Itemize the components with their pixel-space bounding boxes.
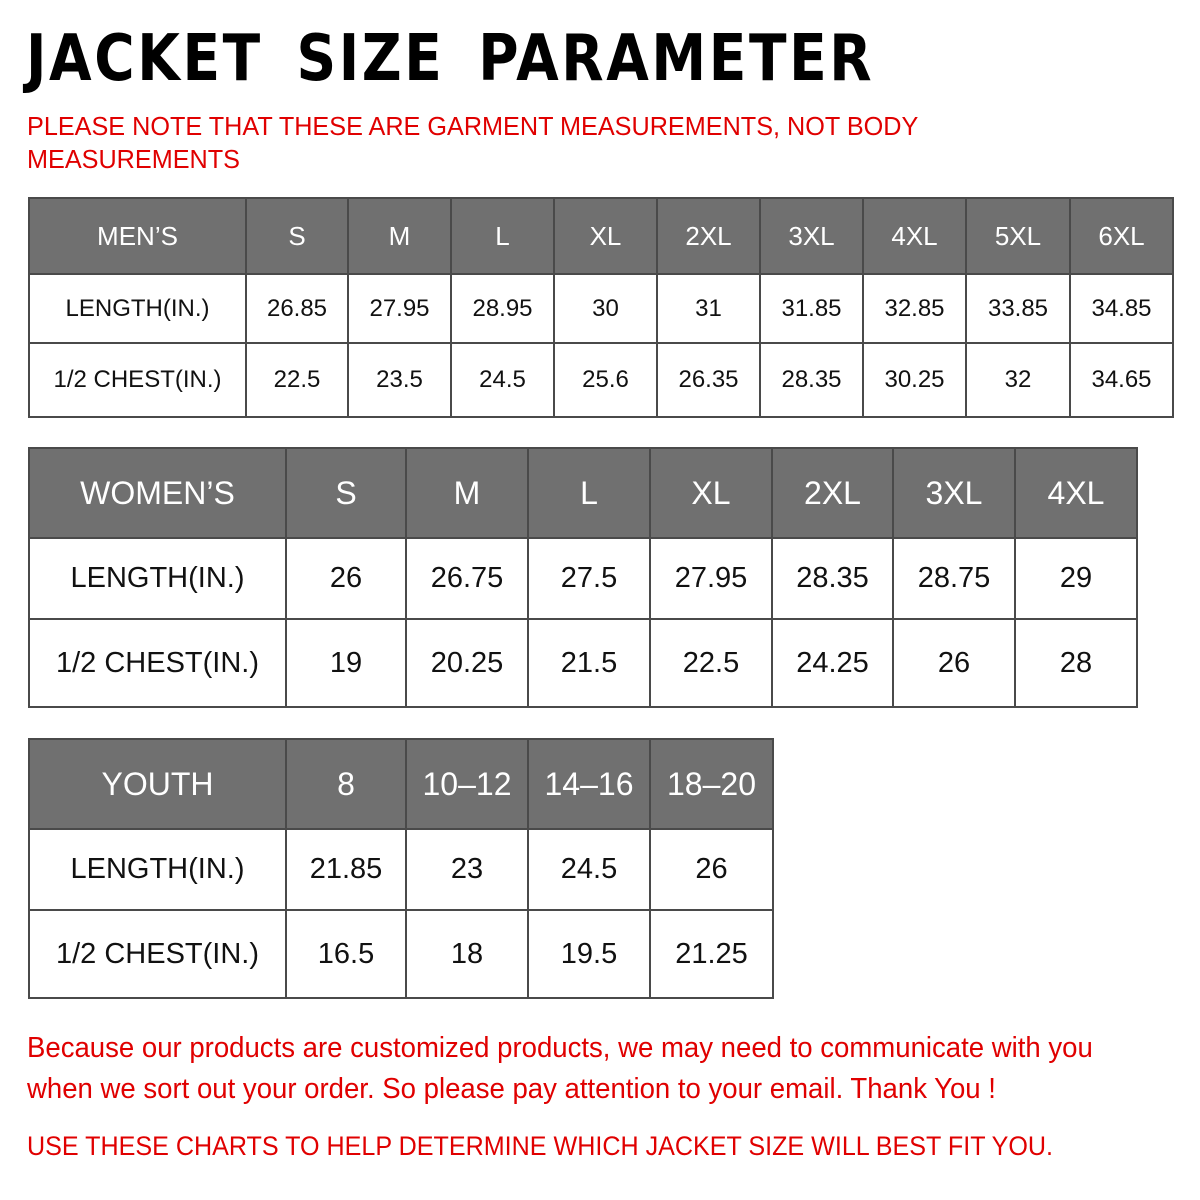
size-header-cell: 8 [285,738,407,830]
measurement-value: 27.5 [527,537,651,620]
size-header-cell: 5XL [965,197,1071,275]
table-row: 1/2 CHEST(IN.) 22.5 23.5 24.5 25.6 26.35 28.35… [28,342,1174,418]
measurement-value: 26 [649,828,774,911]
measurement-value: 32 [965,342,1071,418]
size-header-cell: 2XL [656,197,761,275]
measurement-value: 32.85 [862,273,967,344]
measurement-value: 24.5 [450,342,555,418]
measurement-label: 1/2 CHEST(IN.) [28,618,287,708]
measurement-value: 28 [1014,618,1138,708]
measurement-label: 1/2 CHEST(IN.) [28,342,247,418]
measurement-value: 19.5 [527,909,651,999]
measurement-value: 27.95 [347,273,452,344]
table-header-row: MEN’S S M L XL 2XL 3XL 4XL 5XL 6XL [28,197,1174,275]
measurement-value: 21.5 [527,618,651,708]
measurement-value: 26 [285,537,407,620]
measurement-value: 26.35 [656,342,761,418]
table-category-header: YOUTH [28,738,287,830]
measurement-value: 23.5 [347,342,452,418]
measurement-value: 25.6 [553,342,658,418]
size-header-cell: M [405,447,529,539]
table-row: 1/2 CHEST(IN.) 19 20.25 21.5 22.5 24.25 26 28 [28,618,1138,708]
size-header-cell: L [450,197,555,275]
measurement-value: 19 [285,618,407,708]
table-row: 1/2 CHEST(IN.) 16.5 18 19.5 21.25 [28,909,774,999]
size-header-cell: XL [649,447,773,539]
measurement-value: 27.95 [649,537,773,620]
measurement-value: 24.25 [771,618,894,708]
measurement-label: LENGTH(IN.) [28,273,247,344]
measurement-value: 18 [405,909,529,999]
measurement-value: 34.85 [1069,273,1174,344]
measurement-value: 22.5 [245,342,349,418]
size-header-cell: L [527,447,651,539]
measurement-value: 31.85 [759,273,864,344]
size-header-cell: S [245,197,349,275]
size-header-cell: 3XL [759,197,864,275]
measurement-label: LENGTH(IN.) [28,828,287,911]
measurement-value: 29 [1014,537,1138,620]
size-header-cell: S [285,447,407,539]
size-header-cell: XL [553,197,658,275]
measurement-label: LENGTH(IN.) [28,537,287,620]
youth-size-table: YOUTH 8 10–12 14–16 18–20 LENGTH(IN.) 21.85 23 2… [28,738,774,999]
measurement-value: 20.25 [405,618,529,708]
table-row: LENGTH(IN.) 21.85 23 24.5 26 [28,828,774,911]
measurement-value: 26.75 [405,537,529,620]
table-row: LENGTH(IN.) 26 26.75 27.5 27.95 28.35 28.75 29 [28,537,1138,620]
mens-size-table: MEN’S S M L XL 2XL 3XL 4XL 5XL 6XL LENGTH(IN.) 26.8… [28,197,1174,418]
size-header-cell: 2XL [771,447,894,539]
table-category-header: WOMEN’S [28,447,287,539]
size-header-cell: 14–16 [527,738,651,830]
measurement-value: 22.5 [649,618,773,708]
measurement-value: 31 [656,273,761,344]
measurement-value: 34.65 [1069,342,1174,418]
measurement-value: 24.5 [527,828,651,911]
measurement-value: 21.25 [649,909,774,999]
size-header-cell: 3XL [892,447,1016,539]
measurement-value: 21.85 [285,828,407,911]
size-header-cell: 4XL [1014,447,1138,539]
measurement-label: 1/2 CHEST(IN.) [28,909,287,999]
measurement-note: PLEASE NOTE THAT THESE ARE GARMENT MEASU… [27,111,918,174]
measurement-value: 30.25 [862,342,967,418]
size-header-cell: 6XL [1069,197,1174,275]
measurement-value: 16.5 [285,909,407,999]
table-header-row: YOUTH 8 10–12 14–16 18–20 [28,738,774,830]
measurement-value: 28.75 [892,537,1016,620]
measurement-value: 23 [405,828,529,911]
measurement-value: 30 [553,273,658,344]
size-header-cell: 10–12 [405,738,529,830]
sizing-advice: USE THESE CHARTS TO HELP DETERMINE WHICH… [27,1131,1054,1161]
size-header-cell: M [347,197,452,275]
measurement-value: 26.85 [245,273,349,344]
measurement-value: 26 [892,618,1016,708]
customization-message: Because our products are customized prod… [27,1032,1093,1105]
womens-size-table: WOMEN’S S M L XL 2XL 3XL 4XL LENGTH(IN.) 26 26.75 2… [28,447,1138,708]
measurement-value: 33.85 [965,273,1071,344]
measurement-value: 28.35 [759,342,864,418]
table-header-row: WOMEN’S S M L XL 2XL 3XL 4XL [28,447,1138,539]
page-title: JACKET SIZE PARAMETER [26,22,875,96]
measurement-value: 28.95 [450,273,555,344]
size-header-cell: 4XL [862,197,967,275]
table-category-header: MEN’S [28,197,247,275]
table-row: LENGTH(IN.) 26.85 27.95 28.95 30 31 31.85 32.85… [28,273,1174,344]
measurement-value: 28.35 [771,537,894,620]
size-header-cell: 18–20 [649,738,774,830]
